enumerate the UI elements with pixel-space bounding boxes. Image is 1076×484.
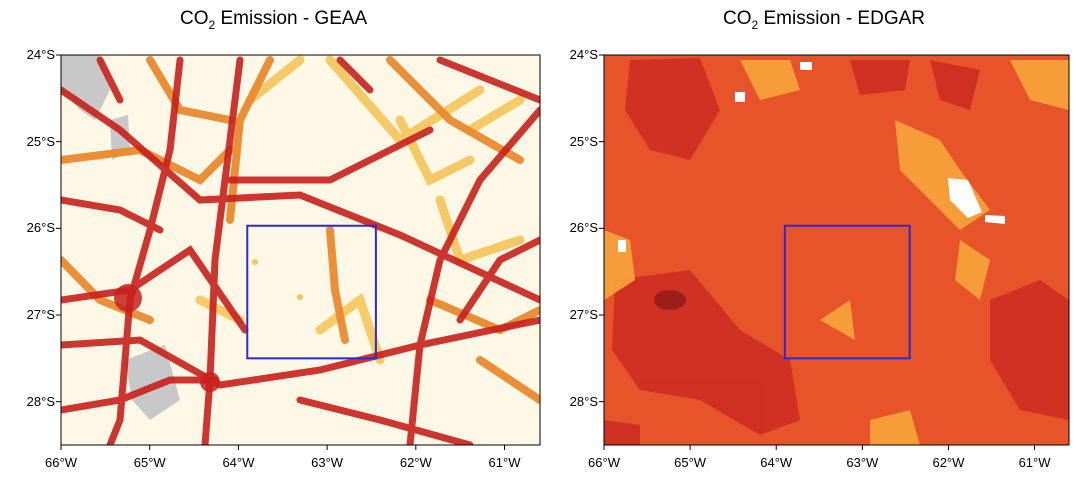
lon-tick-label-left: 63°W xyxy=(311,455,344,470)
lat-tick-label-right: 28°S xyxy=(569,393,598,409)
lat-tick-label-left: 26°S xyxy=(26,220,55,236)
study-area-box-geaa xyxy=(246,224,377,360)
lon-tick-label-right: 63°W xyxy=(846,455,879,470)
lat-tick-label-left: 27°S xyxy=(26,307,55,322)
lon-tick-label-right: 62°W xyxy=(932,455,965,470)
lon-tick-label-right: 66°W xyxy=(588,455,620,470)
lat-tick-label-right: 27°S xyxy=(569,307,598,322)
lon-tick-label-right: 65°W xyxy=(674,455,707,470)
title-edgar: CO2 Emission - EDGAR xyxy=(723,8,925,32)
lon-tick-label-left: 64°W xyxy=(222,455,255,470)
lat-tick-label-right: 25°S xyxy=(569,133,598,149)
lon-tick-label-left: 62°W xyxy=(399,455,432,470)
geaa-emission-field xyxy=(61,55,540,445)
lat-tick-label-right: 24°S xyxy=(569,47,598,62)
lon-tick-label-left: 65°W xyxy=(133,455,166,470)
title-geaa: CO2 Emission - GEAA xyxy=(180,8,368,32)
lat-tick-label-left: 24°S xyxy=(26,47,55,62)
lon-tick-label-left: 61°W xyxy=(488,455,521,470)
lon-tick-label-left: 66°W xyxy=(45,455,77,470)
lat-tick-label-left: 25°S xyxy=(26,133,55,149)
lon-tick-label-right: 64°W xyxy=(760,455,793,470)
lon-tick-label-right: 61°W xyxy=(1018,455,1051,470)
lat-tick-label-left: 28°S xyxy=(26,393,55,409)
lat-tick-label-right: 26°S xyxy=(569,220,598,236)
